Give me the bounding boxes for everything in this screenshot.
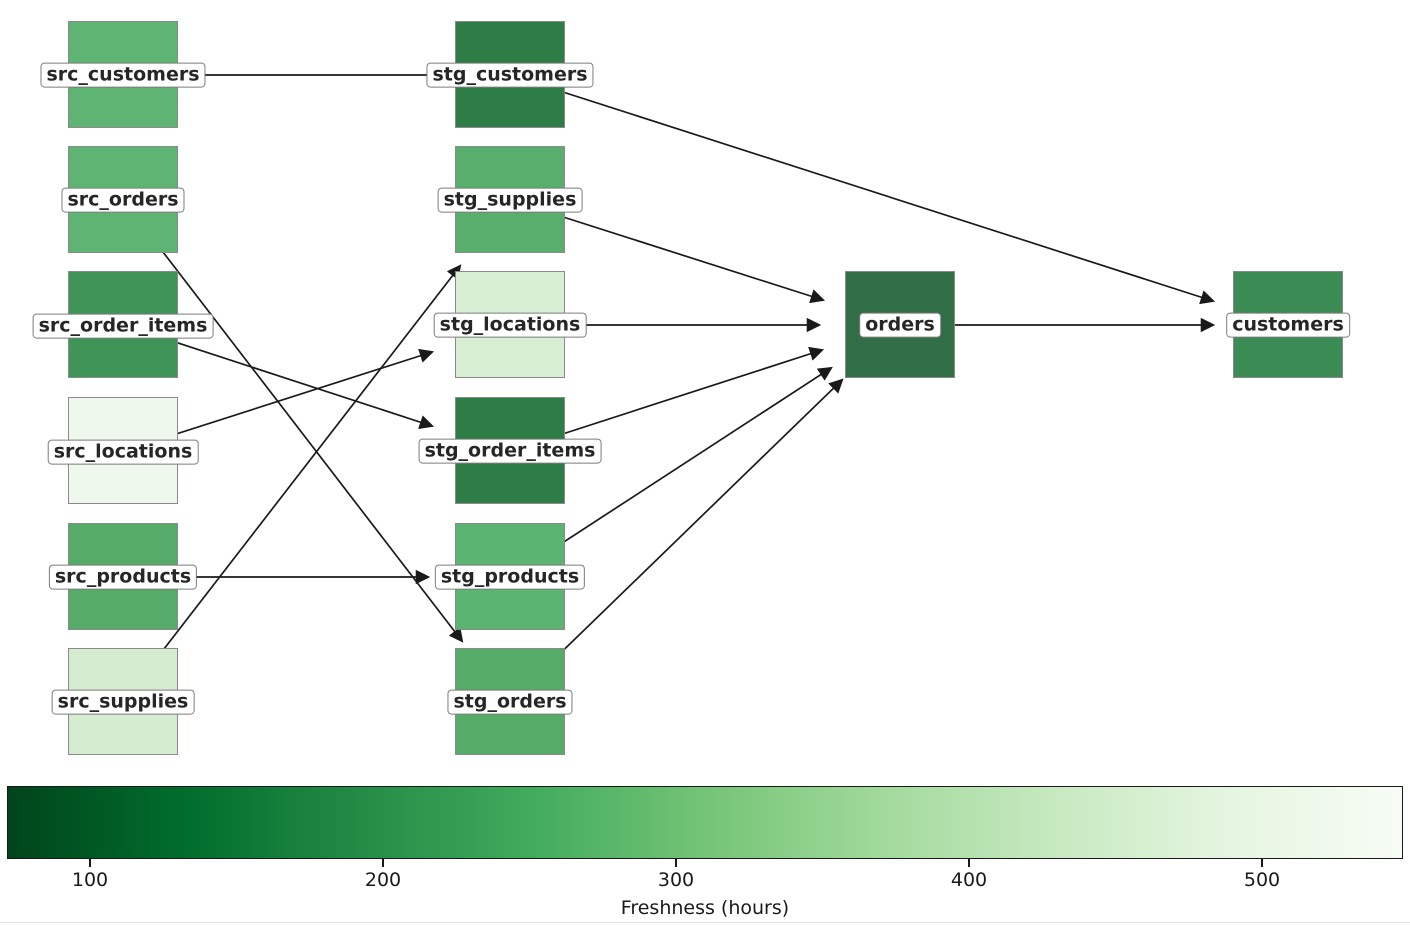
colorbar-axis-label: Freshness (hours) [620, 897, 790, 919]
edge-src_orders-stg_orders [122, 199, 464, 643]
colorbar-ticklabel-500: 500 [1243, 869, 1281, 891]
colorbar-tickmark-300 [675, 859, 677, 867]
node-label-stg-order-items: stg_order_items [418, 438, 602, 464]
bottom-hairline [0, 922, 1410, 923]
colorbar-tickmark-100 [89, 859, 91, 867]
node-label-src-supplies: src_supplies [51, 689, 195, 715]
colorbar-tickmark-200 [382, 859, 384, 867]
node-label-stg-orders: stg_orders [447, 689, 573, 715]
edge-src_supplies-stg_supplies [122, 264, 462, 703]
node-label-src-order-items: src_order_items [32, 313, 214, 339]
node-label-stg-locations: stg_locations [433, 312, 587, 338]
colorbar-tickmark-500 [1261, 859, 1263, 867]
node-label-customers: customers [1226, 312, 1350, 338]
colorbar-ticklabel-100: 100 [71, 869, 109, 891]
node-label-src-customers: src_customers [40, 62, 206, 88]
colorbar-ticklabel-200: 200 [364, 869, 402, 891]
colorbar-ticklabel-300: 300 [657, 869, 695, 891]
node-label-stg-supplies: stg_supplies [437, 187, 583, 213]
node-label-stg-customers: stg_customers [426, 62, 594, 88]
node-label-src-locations: src_locations [47, 439, 199, 465]
edge-stg_orders-orders [509, 378, 844, 703]
node-label-stg-products: stg_products [434, 564, 586, 590]
edge-stg_customers-customers [509, 74, 1216, 305]
colorbar-ticklabel-400: 400 [950, 869, 988, 891]
node-label-src-orders: src_orders [61, 187, 185, 213]
node-label-orders: orders [859, 312, 941, 338]
colorbar-gradient [7, 786, 1403, 859]
node-label-src-products: src_products [48, 564, 198, 590]
colorbar-tickmark-400 [968, 859, 970, 867]
